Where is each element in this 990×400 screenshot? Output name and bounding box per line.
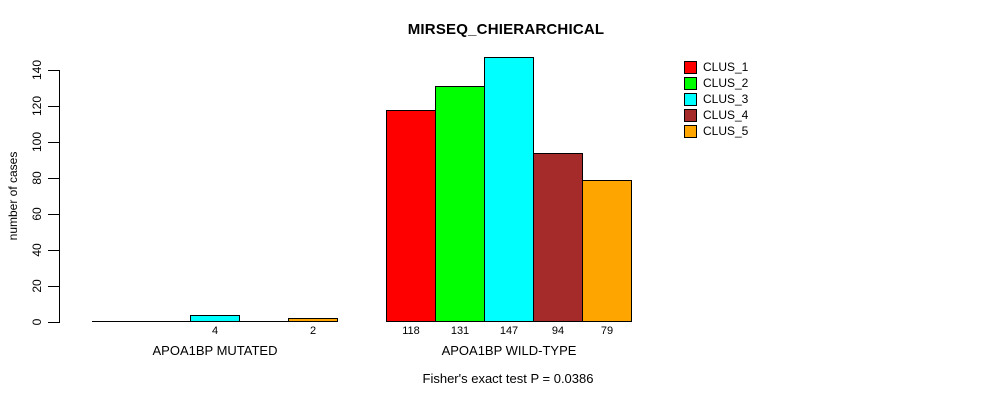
- y-tick-label: 60: [30, 207, 44, 221]
- y-axis-title: number of cases: [6, 151, 20, 241]
- legend-label: CLUS_1: [703, 60, 749, 74]
- bar-value-label: 94: [551, 325, 565, 337]
- legend-label: CLUS_5: [703, 124, 749, 138]
- legend-swatch-icon: [684, 108, 697, 122]
- bar-value-label: 118: [402, 325, 420, 337]
- y-tick-label: 80: [30, 171, 44, 185]
- bar-clus_2: [435, 86, 485, 322]
- y-tick: [48, 322, 59, 323]
- bar-clus_3: [190, 315, 240, 322]
- y-tick: [48, 70, 59, 71]
- y-tick: [48, 250, 59, 251]
- y-tick: [48, 214, 59, 215]
- bar-value-label: 147: [499, 325, 519, 337]
- y-tick-label: 40: [30, 243, 44, 257]
- bar-zero-clus_4: [239, 321, 289, 322]
- legend-swatch-icon: [684, 76, 697, 90]
- bar-value-label: 4: [211, 325, 219, 337]
- bar-value-label: 131: [450, 325, 470, 337]
- legend-item-clus_2: CLUS_2: [684, 76, 749, 90]
- legend-item-clus_1: CLUS_1: [684, 60, 749, 74]
- legend-label: CLUS_3: [703, 92, 749, 106]
- bar-clus_5: [288, 318, 338, 322]
- legend-item-clus_3: CLUS_3: [684, 92, 749, 106]
- y-tick-label: 20: [30, 279, 44, 293]
- legend: CLUS_1 CLUS_2 CLUS_3 CLUS_4 CLUS_5: [684, 60, 749, 141]
- group-label-mutated: APOA1BP MUTATED: [152, 343, 278, 358]
- y-tick: [48, 286, 59, 287]
- bar-zero-clus_1: [92, 321, 142, 322]
- bar-clus_3: [484, 57, 534, 322]
- bar-clus_1: [386, 110, 436, 322]
- y-tick: [48, 142, 59, 143]
- y-tick-label: 120: [30, 95, 44, 117]
- group-label-wildtype: APOA1BP WILD-TYPE: [441, 343, 577, 358]
- legend-item-clus_4: CLUS_4: [684, 108, 749, 122]
- legend-item-clus_5: CLUS_5: [684, 124, 749, 138]
- y-tick: [48, 178, 59, 179]
- y-tick: [48, 106, 59, 107]
- legend-swatch-icon: [684, 60, 697, 74]
- legend-label: CLUS_2: [703, 76, 749, 90]
- y-tick-label: 0: [30, 318, 44, 326]
- bar-zero-clus_2: [141, 321, 191, 322]
- bar-clus_4: [533, 153, 583, 322]
- bar-value-label: 79: [600, 325, 614, 337]
- footer-annotation: Fisher's exact test P = 0.0386: [422, 371, 594, 386]
- y-axis-line: [59, 70, 60, 323]
- bar-value-label: 2: [309, 325, 317, 337]
- legend-label: CLUS_4: [703, 108, 749, 122]
- y-tick-label: 140: [30, 59, 44, 81]
- chart-title: MIRSEQ_CHIERARCHICAL: [407, 21, 605, 38]
- bar-clus_5: [582, 180, 632, 322]
- legend-swatch-icon: [684, 124, 697, 138]
- y-tick-label: 100: [30, 131, 44, 153]
- legend-swatch-icon: [684, 92, 697, 106]
